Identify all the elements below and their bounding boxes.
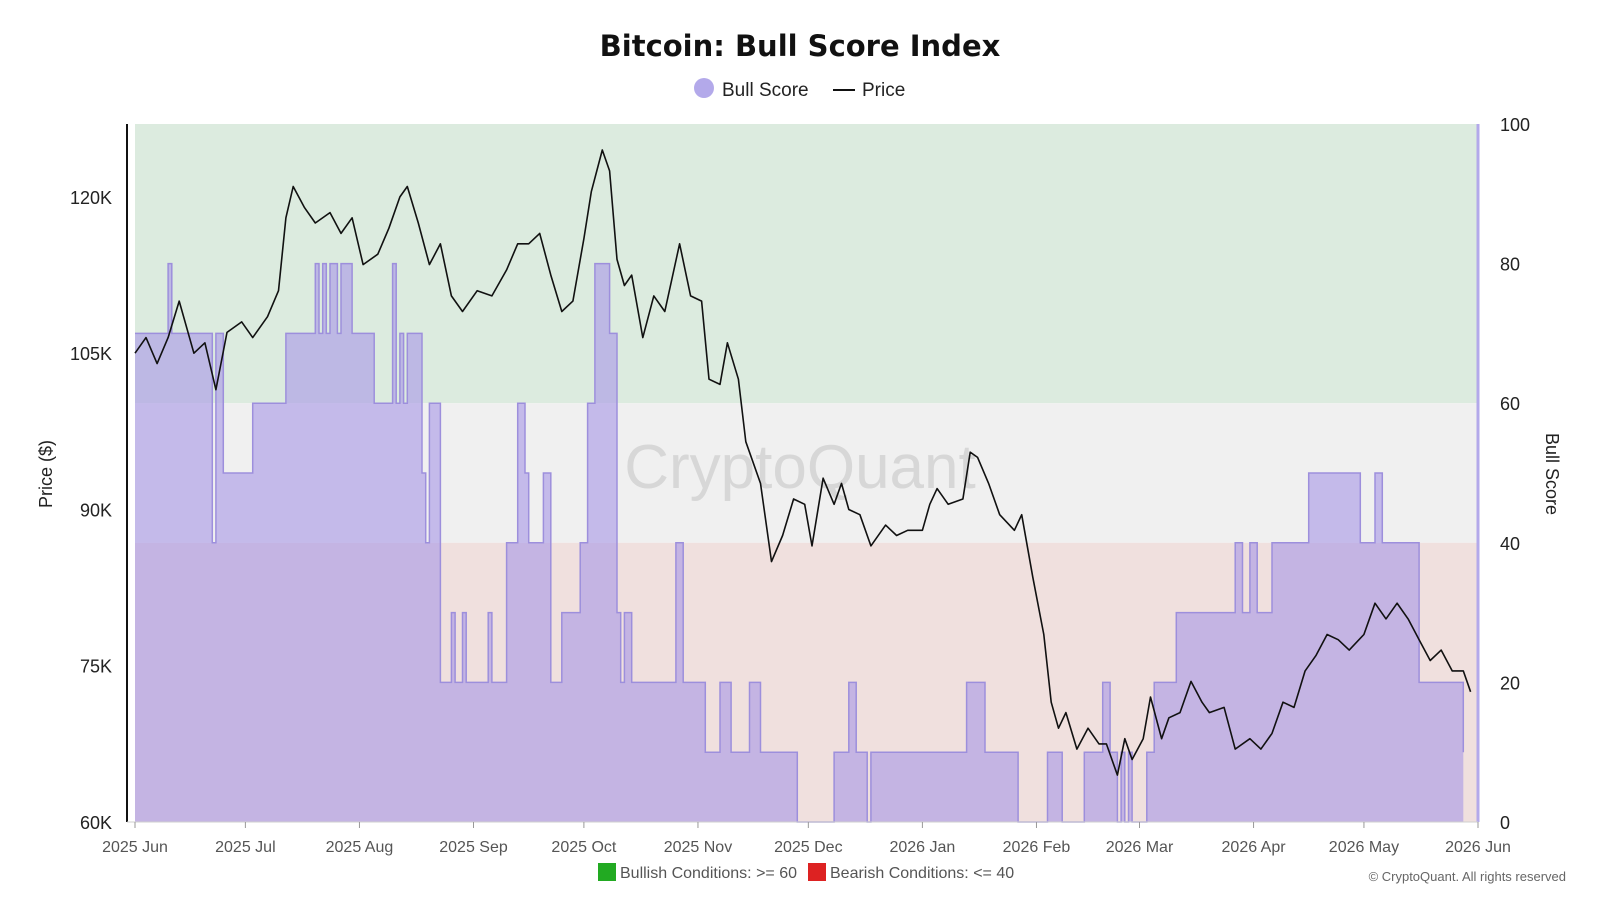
legend: Bull Score Price bbox=[694, 78, 905, 101]
right-y-tick-label: 20 bbox=[1500, 673, 1520, 693]
x-tick-label: 2026 Jan bbox=[889, 839, 955, 856]
left-y-tick-label: 60K bbox=[80, 813, 112, 833]
left-y-ticks: 60K 75K 90K 105K 120K bbox=[70, 188, 112, 833]
bullish-swatch bbox=[598, 863, 616, 881]
left-y-tick-label: 75K bbox=[80, 657, 112, 677]
x-tick-label: 2025 Oct bbox=[551, 839, 616, 856]
bullish-condition-text: Bullish Conditions: >= 60 bbox=[620, 865, 797, 882]
legend-price-label: Price bbox=[862, 80, 905, 101]
watermark-text: CryptoQuant bbox=[624, 433, 976, 502]
x-ticks: 2025 Jun 2025 Jul 2025 Aug 2025 Sep 2025 Oct… bbox=[102, 822, 1511, 856]
footnote: Bullish Conditions: >= 60 Bearish Condit… bbox=[598, 863, 1014, 882]
left-y-tick-label: 120K bbox=[70, 188, 112, 208]
x-tick-label: 2026 Apr bbox=[1222, 839, 1287, 856]
right-y-ticks: 0 20 40 60 80 100 bbox=[1500, 115, 1530, 833]
left-y-tick-label: 105K bbox=[70, 344, 112, 364]
x-tick-label: 2025 Jun bbox=[102, 839, 168, 856]
bull-score-line bbox=[135, 262, 1465, 823]
bull-score-series bbox=[135, 262, 1465, 823]
right-y-tick-label: 60 bbox=[1500, 394, 1520, 414]
right-y-tick-label: 0 bbox=[1500, 813, 1510, 833]
right-axis-label: Bull Score bbox=[1542, 433, 1562, 515]
legend-bull-score-label: Bull Score bbox=[722, 80, 809, 101]
x-tick-label: 2025 Nov bbox=[664, 839, 733, 856]
left-axis-label: Price ($) bbox=[36, 440, 56, 508]
x-tick-label: 2026 Jun bbox=[1445, 839, 1511, 856]
x-tick-label: 2025 Sep bbox=[439, 839, 508, 856]
x-tick-label: 2025 Aug bbox=[326, 839, 394, 856]
x-tick-label: 2026 Mar bbox=[1106, 839, 1174, 856]
price-series bbox=[134, 149, 1472, 776]
x-tick-label: 2026 Feb bbox=[1003, 839, 1071, 856]
legend-item-price[interactable]: Price bbox=[833, 80, 905, 101]
right-y-tick-label: 40 bbox=[1500, 534, 1520, 554]
bearish-swatch bbox=[808, 863, 826, 881]
x-tick-label: 2025 Jul bbox=[215, 839, 276, 856]
right-y-tick-label: 80 bbox=[1500, 255, 1520, 275]
right-y-tick-label: 100 bbox=[1500, 115, 1530, 135]
left-y-tick-label: 90K bbox=[80, 500, 112, 520]
price-line bbox=[134, 149, 1472, 776]
chart-title: Bitcoin: Bull Score Index bbox=[600, 29, 1001, 63]
x-tick-label: 2025 Dec bbox=[774, 839, 843, 856]
copyright-text: © CryptoQuant. All rights reserved bbox=[1369, 869, 1566, 884]
legend-bull-score-marker bbox=[694, 78, 714, 98]
x-tick-label: 2026 May bbox=[1329, 839, 1399, 856]
legend-item-bull-score[interactable]: Bull Score bbox=[694, 78, 809, 101]
bearish-condition-text: Bearish Conditions: <= 40 bbox=[830, 865, 1014, 882]
